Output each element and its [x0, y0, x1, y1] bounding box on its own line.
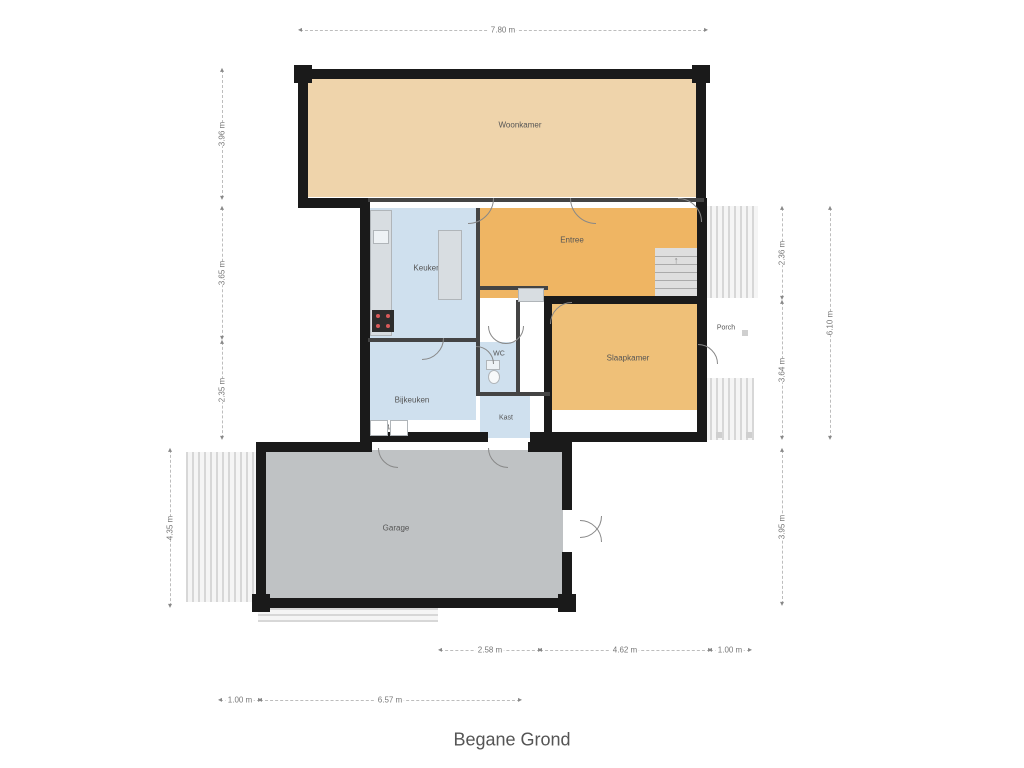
- arrow-icon: ▴: [828, 204, 832, 212]
- arrow-icon: ▴: [780, 446, 784, 454]
- label-slaapkamer: Slaapkamer: [607, 354, 650, 363]
- arrow-icon: ▸: [704, 26, 708, 34]
- fixture-wd: [390, 420, 408, 436]
- hatch-garage-left: [186, 452, 258, 602]
- arrow-icon: ▴: [780, 204, 784, 212]
- fixture-wc-bowl: [488, 370, 500, 384]
- label-porch: Porch: [717, 325, 735, 332]
- stairs-arrow-icon: ↑: [674, 255, 679, 266]
- arrow-icon: ▴: [220, 204, 224, 212]
- arrow-icon: ▸: [748, 646, 752, 654]
- wall: [696, 69, 706, 207]
- wall: [697, 198, 707, 442]
- dim-text-l4: 4.35 m: [164, 516, 177, 540]
- wall-thin: [476, 208, 480, 396]
- fixture-sink: [373, 230, 389, 244]
- dim-text-l2: 3.65 m: [216, 261, 229, 285]
- wall: [298, 69, 308, 207]
- wall: [298, 69, 706, 79]
- arrow-icon: ◂: [708, 646, 712, 654]
- dim-text-l3: 2.35 m: [216, 378, 229, 402]
- arrow-icon: ◂: [258, 696, 262, 704]
- dim-text-b3: 1.00 m: [716, 646, 744, 655]
- label-keuken: Keuken: [413, 264, 440, 273]
- floorplan-stage: Woonkamer Entree Slaapkamer Keuken Bijke…: [0, 0, 1024, 768]
- dim-text-top: 7.80 m: [489, 26, 517, 35]
- wall-corner: [558, 594, 576, 612]
- porch-marker: [742, 330, 748, 336]
- arrow-icon: ▾: [780, 600, 784, 608]
- wall: [478, 432, 488, 442]
- fixture-mk: [518, 288, 544, 302]
- arrow-icon: ▾: [780, 434, 784, 442]
- arrow-icon: ▾: [220, 434, 224, 442]
- label-bijkeuken: Bijkeuken: [395, 396, 430, 405]
- hatch-right-top: [704, 206, 758, 298]
- dim-text-r2: 3.64 m: [776, 358, 789, 382]
- wall: [256, 442, 266, 608]
- wall-corner: [294, 65, 312, 83]
- room-woonkamer: [306, 77, 696, 197]
- porch-marker: [746, 432, 752, 438]
- wall: [530, 432, 707, 442]
- wall-thin: [480, 392, 550, 396]
- stairs: ↑: [655, 248, 697, 298]
- fixture-hob: [372, 310, 394, 332]
- dim-text-b4: 1.00 m: [226, 696, 254, 705]
- dim-text-r1: 2.36 m: [776, 241, 789, 265]
- arrow-icon: ▾: [828, 434, 832, 442]
- arrow-icon: ◂: [298, 26, 302, 34]
- wall: [256, 598, 572, 608]
- label-entree: Entree: [560, 236, 584, 245]
- wall: [562, 442, 572, 510]
- dim-text-b5: 6.57 m: [376, 696, 404, 705]
- fixture-kitchen-island: [438, 230, 462, 300]
- arrow-icon: ◂: [438, 646, 442, 654]
- label-garage: Garage: [383, 524, 410, 533]
- label-wc: WC: [493, 351, 505, 358]
- wall: [298, 198, 308, 208]
- wall-corner: [692, 65, 710, 83]
- dim-text-r3: 6.10 m: [824, 311, 837, 335]
- wall: [528, 442, 572, 452]
- wall: [256, 442, 372, 452]
- dim-text-l1: 3.96 m: [216, 122, 229, 146]
- porch-marker: [716, 432, 722, 438]
- hatch-right-mid: [704, 378, 754, 440]
- page-title: Begane Grond: [453, 730, 570, 751]
- arrow-icon: ▴: [780, 298, 784, 306]
- dim-text-b1: 2.58 m: [476, 646, 504, 655]
- wall-thin: [368, 198, 704, 202]
- arrow-icon: ▴: [168, 446, 172, 454]
- arrow-icon: ▴: [220, 66, 224, 74]
- arrow-icon: ◂: [538, 646, 542, 654]
- wall-corner: [252, 594, 270, 612]
- arrow-icon: ▾: [220, 194, 224, 202]
- wall-thin: [516, 338, 520, 394]
- wall: [298, 198, 368, 208]
- dim-text-b2: 4.62 m: [611, 646, 639, 655]
- arrow-icon: ◂: [218, 696, 222, 704]
- dim-text-r4: 3.95 m: [776, 515, 789, 539]
- arrow-icon: ▸: [518, 696, 522, 704]
- arrow-icon: ▾: [168, 602, 172, 610]
- wall: [360, 198, 370, 442]
- label-woonkamer: Woonkamer: [499, 121, 542, 130]
- label-kast: Kast: [499, 415, 513, 422]
- fixture-wm: [370, 420, 388, 436]
- arrow-icon: ▴: [220, 338, 224, 346]
- room-garage: [265, 450, 563, 598]
